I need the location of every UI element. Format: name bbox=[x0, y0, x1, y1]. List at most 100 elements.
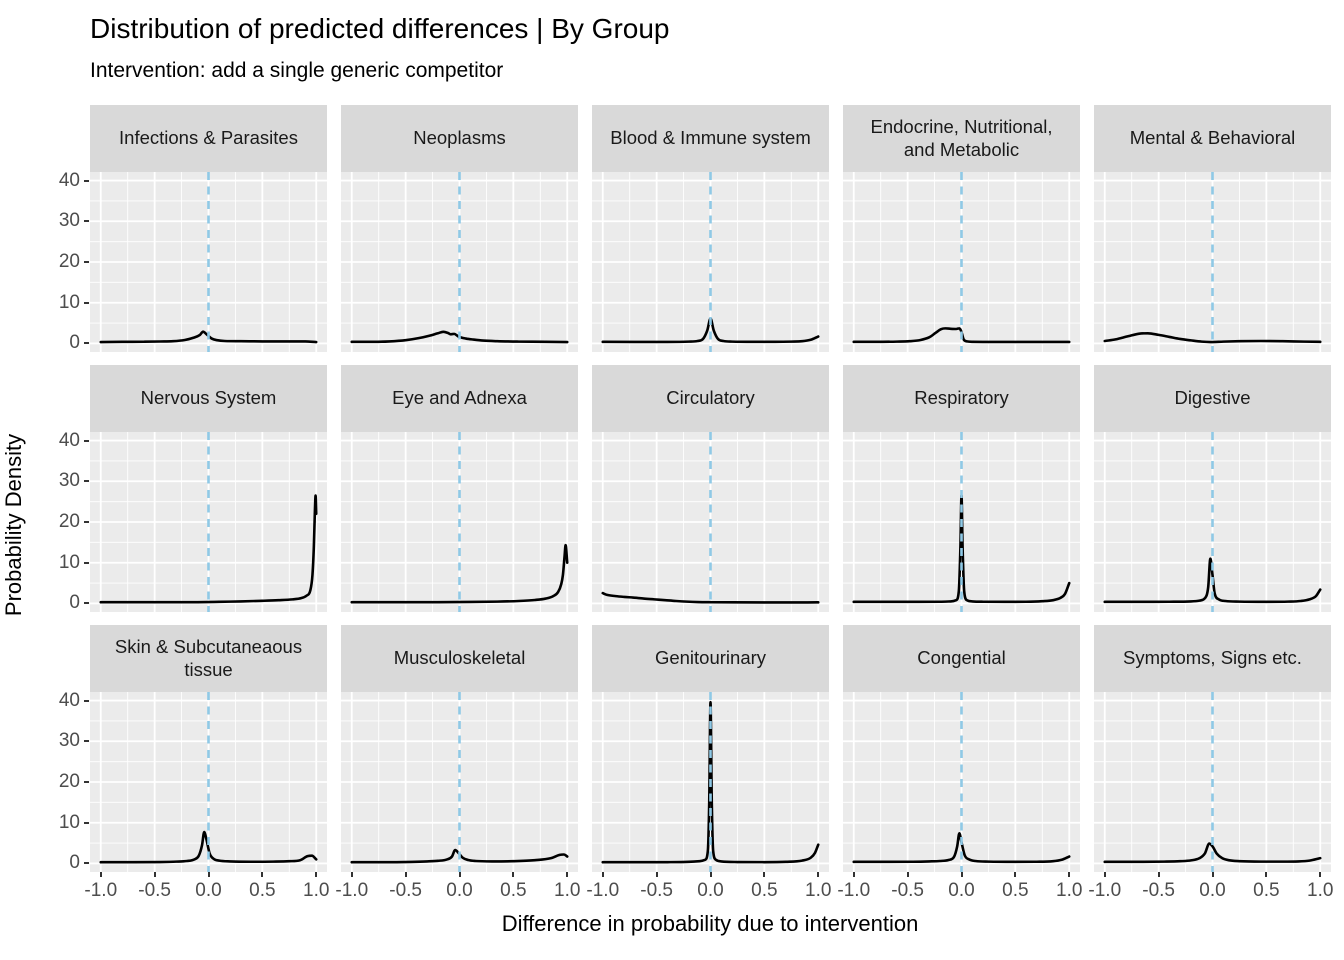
x-tick-mark bbox=[512, 872, 515, 877]
facet-strip-label: Digestive bbox=[1174, 387, 1251, 409]
facet-strip-label: Genitourinary bbox=[654, 647, 767, 669]
x-tick-label: 0.5 bbox=[1253, 880, 1280, 901]
x-tick-mark bbox=[350, 872, 353, 877]
facet-strip-label: Endocrine, Nutritional, and Metabolic bbox=[870, 116, 1053, 160]
x-tick-label: 0.0 bbox=[446, 880, 473, 901]
y-tick-mark bbox=[84, 781, 89, 783]
x-tick-label: 0.5 bbox=[1002, 880, 1029, 901]
density-curve bbox=[1103, 557, 1322, 604]
facet-strip: Congential bbox=[843, 625, 1080, 692]
density-curve bbox=[1103, 842, 1322, 864]
y-tick-label: 40 bbox=[58, 429, 80, 451]
x-tick-mark bbox=[261, 872, 264, 877]
facet-strip-label: Symptoms, Signs etc. bbox=[1123, 647, 1302, 669]
x-tick-label: -1.0 bbox=[586, 880, 620, 901]
y-tick-mark bbox=[84, 561, 89, 564]
y-tick-label: 0 bbox=[69, 852, 80, 874]
density-panel bbox=[843, 692, 1080, 872]
facet-1: Infections & Parasites bbox=[90, 105, 327, 352]
facet-3: Blood & Immune system bbox=[592, 105, 829, 352]
x-tick-mark bbox=[709, 872, 712, 877]
y-tick-label: 10 bbox=[58, 291, 80, 313]
y-tick-mark bbox=[84, 301, 89, 304]
facet-7: Eye and Adnexa bbox=[341, 365, 578, 612]
facet-10: Digestive bbox=[1094, 365, 1331, 612]
plot-subtitle: Intervention: add a single generic compe… bbox=[90, 59, 504, 82]
density-panel bbox=[1094, 172, 1331, 352]
x-tick-label: -1.0 bbox=[837, 880, 871, 901]
facet-strip-label: Neoplasms bbox=[413, 127, 506, 149]
y-tick-label: 30 bbox=[58, 470, 80, 492]
density-panel bbox=[341, 172, 578, 352]
facet-strip: Nervous System bbox=[90, 365, 327, 432]
facet-14: Congential bbox=[843, 625, 1080, 872]
density-panel bbox=[592, 172, 829, 352]
x-tick-label: -0.5 bbox=[891, 880, 924, 901]
facet-8: Circulatory bbox=[592, 365, 829, 612]
x-tick-mark bbox=[763, 872, 766, 877]
x-tick-mark bbox=[153, 872, 156, 877]
density-curve bbox=[601, 591, 820, 604]
x-tick-label: 1.0 bbox=[1056, 880, 1083, 901]
x-tick-mark bbox=[1068, 872, 1071, 877]
x-tick-label: -0.5 bbox=[138, 880, 171, 901]
x-tick-mark bbox=[906, 872, 909, 877]
facet-13: Genitourinary bbox=[592, 625, 829, 872]
x-tick-mark bbox=[1211, 872, 1214, 877]
y-tick-mark bbox=[84, 220, 89, 223]
x-tick-label: 0.0 bbox=[948, 880, 975, 901]
facet-15: Symptoms, Signs etc. bbox=[1094, 625, 1331, 872]
facet-9: Respiratory bbox=[843, 365, 1080, 612]
y-tick-mark bbox=[84, 439, 89, 442]
x-tick-label: 0.5 bbox=[249, 880, 276, 901]
y-tick-label: 0 bbox=[69, 332, 80, 354]
y-tick-label: 0 bbox=[69, 592, 80, 614]
facet-strip-label: Eye and Adnexa bbox=[392, 387, 527, 409]
facet-5: Mental & Behavioral bbox=[1094, 105, 1331, 352]
facet-strip: Symptoms, Signs etc. bbox=[1094, 625, 1331, 692]
x-tick-label: -0.5 bbox=[389, 880, 422, 901]
x-tick-label: 0.0 bbox=[1199, 880, 1226, 901]
facet-4: Endocrine, Nutritional, and Metabolic bbox=[843, 105, 1080, 352]
y-tick-mark bbox=[84, 521, 89, 523]
density-panel bbox=[90, 172, 327, 352]
facet-strip-label: Infections & Parasites bbox=[119, 127, 298, 149]
y-tick-mark bbox=[84, 602, 89, 605]
density-panel bbox=[1094, 692, 1331, 872]
facet-strip-label: Congential bbox=[917, 647, 1006, 669]
facet-strip-label: Musculoskeletal bbox=[393, 647, 526, 669]
density-curve bbox=[852, 327, 1071, 344]
x-tick-mark bbox=[1014, 872, 1017, 877]
density-curve bbox=[601, 317, 820, 344]
density-curve bbox=[1103, 331, 1322, 344]
y-tick-label: 10 bbox=[58, 551, 80, 573]
x-tick-mark bbox=[458, 872, 461, 877]
facet-strip: Digestive bbox=[1094, 365, 1331, 432]
facet-strip: Respiratory bbox=[843, 365, 1080, 432]
y-tick-mark bbox=[84, 480, 89, 483]
x-tick-label: 0.0 bbox=[195, 880, 222, 901]
y-tick-mark bbox=[84, 740, 89, 743]
density-panel bbox=[843, 432, 1080, 612]
facet-strip: Circulatory bbox=[592, 365, 829, 432]
x-tick-mark bbox=[207, 872, 210, 877]
x-tick-mark bbox=[601, 872, 604, 877]
x-tick-mark bbox=[1319, 872, 1322, 877]
density-curve bbox=[350, 543, 569, 604]
y-tick-label: 20 bbox=[58, 251, 80, 272]
y-tick-label: 20 bbox=[58, 511, 80, 532]
x-tick-label: -1.0 bbox=[335, 880, 369, 901]
x-tick-mark bbox=[99, 872, 102, 877]
x-tick-label: -0.5 bbox=[1142, 880, 1175, 901]
y-tick-label: 10 bbox=[58, 811, 80, 833]
y-tick-label: 30 bbox=[58, 730, 80, 752]
plot-title: Distribution of predicted differences | … bbox=[90, 13, 670, 44]
density-curve bbox=[350, 330, 569, 344]
x-tick-label: -1.0 bbox=[1088, 880, 1122, 901]
x-tick-mark bbox=[655, 872, 658, 877]
facet-strip-label: Blood & Immune system bbox=[610, 127, 811, 149]
x-tick-mark bbox=[1103, 872, 1106, 877]
y-tick-mark bbox=[84, 862, 89, 865]
facet-strip: Endocrine, Nutritional, and Metabolic bbox=[843, 105, 1080, 172]
